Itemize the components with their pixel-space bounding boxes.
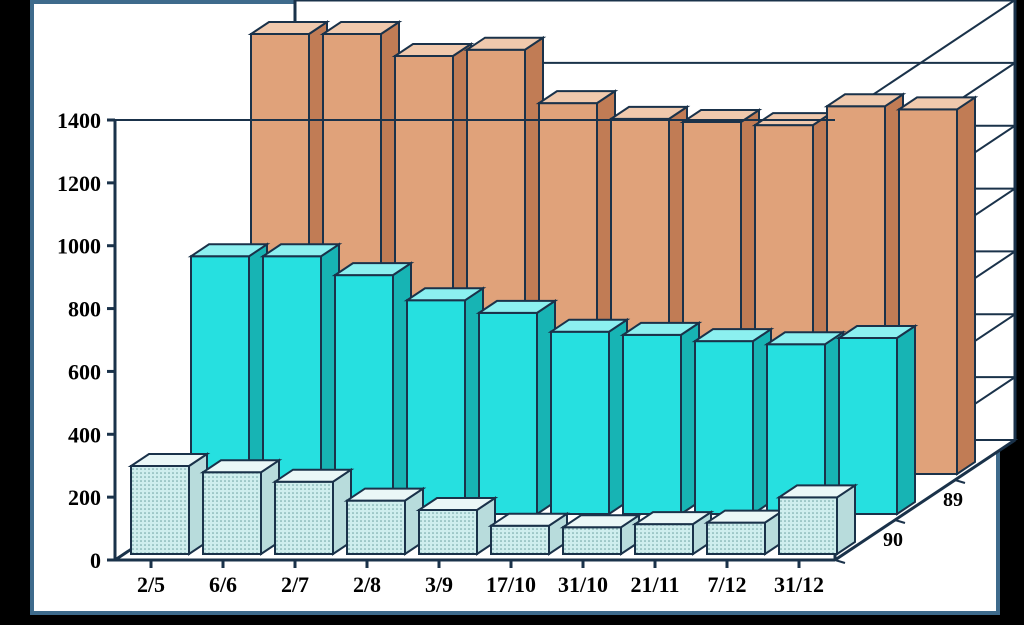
svg-text:21/11: 21/11: [631, 572, 680, 597]
svg-text:1000: 1000: [57, 234, 101, 259]
svg-text:31/12: 31/12: [774, 572, 824, 597]
svg-text:3/9: 3/9: [425, 572, 453, 597]
svg-text:7/12: 7/12: [707, 572, 746, 597]
svg-text:2/7: 2/7: [281, 572, 309, 597]
svg-text:2/5: 2/5: [137, 572, 165, 597]
svg-text:31/10: 31/10: [558, 572, 608, 597]
svg-text:90: 90: [883, 529, 903, 551]
svg-text:1200: 1200: [57, 171, 101, 196]
svg-text:2/8: 2/8: [353, 572, 381, 597]
svg-text:85: 85: [1003, 449, 1023, 471]
svg-text:800: 800: [68, 297, 101, 322]
svg-text:400: 400: [68, 422, 101, 447]
svg-text:ΕΤΟΣ: ΕΤΟΣ: [1010, 470, 1024, 495]
bar3d-chart: 0 200 400 600 800 1000 1200 1400 85 89 90 ΕΤΟΣ 2/5 6/…: [0, 0, 1024, 625]
svg-text:200: 200: [68, 485, 101, 510]
svg-text:6/6: 6/6: [209, 572, 237, 597]
svg-text:89: 89: [943, 489, 963, 511]
svg-text:600: 600: [68, 359, 101, 384]
svg-text:1400: 1400: [57, 108, 101, 133]
svg-text:0: 0: [90, 548, 101, 573]
svg-text:17/10: 17/10: [486, 572, 536, 597]
